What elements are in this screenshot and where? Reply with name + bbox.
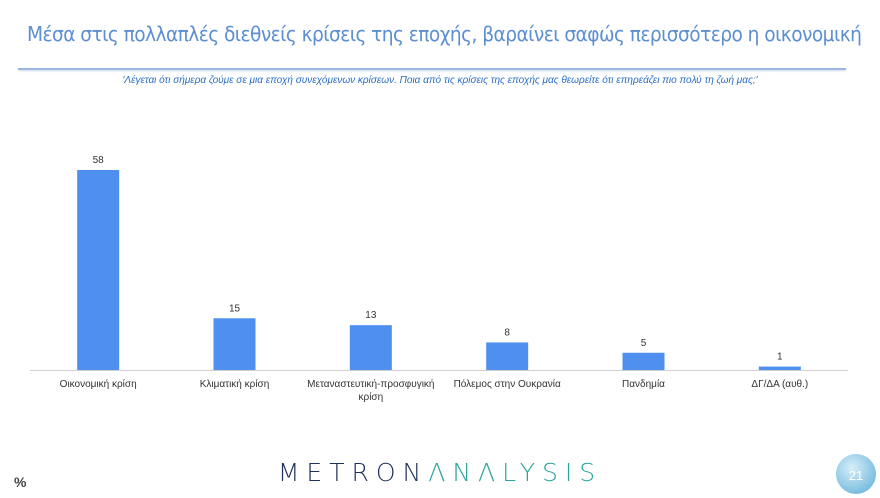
data-label: 1 — [777, 352, 783, 363]
data-label: 5 — [641, 338, 647, 349]
data-label: 8 — [504, 327, 510, 338]
category-label: Πόλεμος στην Ουκρανία — [454, 378, 561, 390]
category-label: Πανδημία — [622, 378, 665, 390]
category-label: Οικονομική κρίση — [60, 378, 137, 390]
data-label: 58 — [93, 155, 105, 166]
bar — [349, 325, 392, 370]
page-title: Μέσα στις πολλαπλές διεθνείς κρίσεις της… — [27, 22, 862, 46]
bar — [758, 366, 801, 370]
category-label: Μεταναστευτική-προσφυγική — [307, 378, 434, 390]
bar — [486, 342, 529, 370]
unit-label: % — [14, 474, 27, 490]
data-label: 13 — [365, 310, 377, 321]
category-label: κρίση — [359, 391, 384, 403]
data-label: 15 — [229, 303, 241, 314]
bar — [622, 352, 665, 370]
category-label: ΔΓ/ΔΑ (αυθ.) — [751, 379, 808, 390]
category-label: Κλιματική κρίση — [200, 378, 270, 390]
title-divider — [18, 68, 846, 70]
question-text: 'Λέγεται ότι σήμερα ζούμε σε μια εποχή σ… — [122, 75, 758, 86]
bar — [77, 170, 120, 370]
metron-analysis-logo: METRONΛNΛLYSIS — [277, 458, 603, 487]
bar — [213, 318, 256, 370]
page-number: 21 — [836, 454, 876, 494]
